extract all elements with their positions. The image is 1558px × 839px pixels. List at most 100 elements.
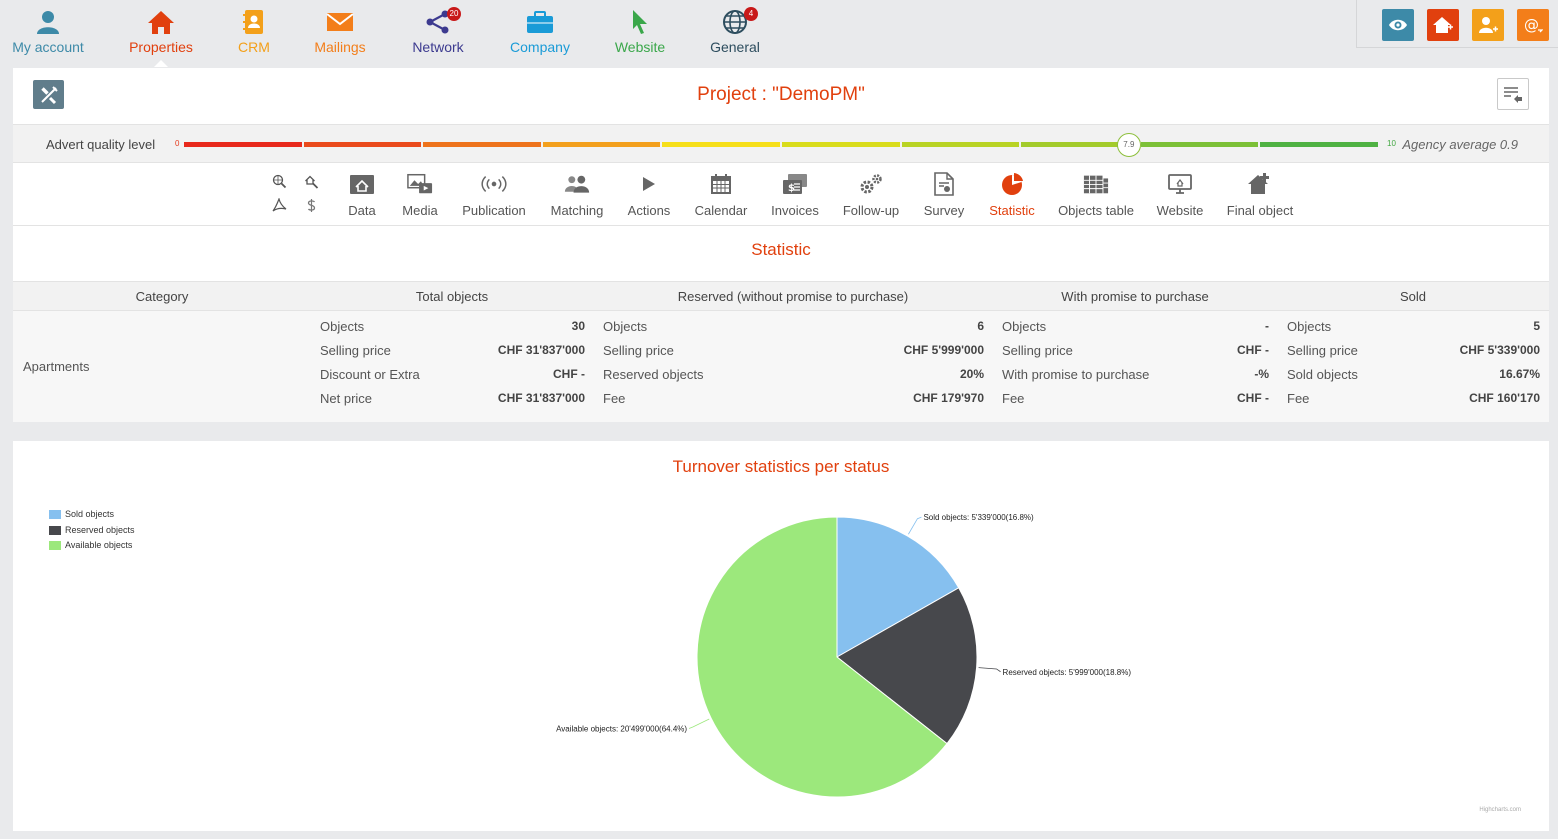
new-mail-button[interactable]: @ bbox=[1517, 9, 1549, 41]
svg-text:$: $ bbox=[788, 183, 795, 194]
nav-item-crm[interactable]: CRM bbox=[204, 0, 304, 66]
notification-badge: 4 bbox=[744, 7, 758, 21]
legend-item-available-objects[interactable]: Available objects bbox=[49, 540, 135, 556]
tab-calendar[interactable]: Calendar bbox=[676, 163, 766, 226]
new-mail-icon: @ bbox=[1523, 16, 1543, 34]
tab-publication[interactable]: Publication bbox=[449, 163, 539, 226]
legend-label: Available objects bbox=[65, 540, 133, 550]
quality-scale bbox=[184, 142, 1380, 147]
nav-item-website[interactable]: Website bbox=[590, 0, 690, 66]
search-globe-icon[interactable] bbox=[271, 173, 287, 189]
project-title: Project : "DemoPM" bbox=[697, 84, 865, 105]
stat-row: Selling price CHF 31'837'000 bbox=[320, 343, 585, 367]
pie-slice-available-objects[interactable] bbox=[696, 516, 948, 798]
quality-segment bbox=[1140, 142, 1259, 147]
pdf-icon[interactable] bbox=[271, 197, 287, 213]
nav-item-properties[interactable]: Properties bbox=[111, 0, 211, 67]
tab-survey[interactable]: Survey bbox=[899, 163, 989, 226]
stat-key: Selling price bbox=[320, 343, 391, 358]
stat-value: CHF 179'970 bbox=[913, 391, 984, 405]
stat-value: CHF 31'837'000 bbox=[497, 343, 585, 357]
pie-slice-reserved-objects[interactable] bbox=[836, 587, 978, 745]
legend-item-sold-objects[interactable]: Sold objects bbox=[49, 509, 135, 525]
header-sold: Sold bbox=[1399, 289, 1427, 304]
stat-row: Discount or Extra CHF - bbox=[320, 367, 585, 391]
stat-key: Sold objects bbox=[1287, 367, 1358, 382]
stat-column-2: Objects - Selling price CHF - With promise… bbox=[1002, 319, 1269, 415]
user-icon bbox=[33, 7, 63, 37]
header-reserved: Reserved (without promise to purchase) bbox=[677, 289, 909, 304]
stat-key: Net price bbox=[320, 391, 373, 406]
stat-value: CHF 31'837'000 bbox=[497, 391, 585, 405]
stat-key: Selling price bbox=[1002, 343, 1073, 358]
tab-media[interactable]: Media bbox=[375, 163, 465, 226]
tab-objects-table[interactable]: Objects table bbox=[1051, 163, 1141, 226]
legend-item-reserved-objects[interactable]: Reserved objects bbox=[49, 525, 135, 541]
add-contact-button[interactable] bbox=[1472, 9, 1504, 41]
stat-key: Objects bbox=[603, 319, 648, 334]
tab-label: Publication bbox=[462, 203, 526, 218]
stat-key: Objects bbox=[320, 319, 365, 334]
statistic-table-header: Category Total objects Reserved (without… bbox=[13, 281, 1549, 311]
quality-segment bbox=[423, 142, 541, 147]
chart-credits[interactable]: Highcharts.com bbox=[1479, 807, 1521, 813]
tab-actions[interactable]: Actions bbox=[604, 163, 694, 226]
stat-row: Selling price CHF 5'999'000 bbox=[603, 343, 984, 367]
legend-label: Reserved objects bbox=[65, 524, 135, 535]
quality-segment bbox=[1021, 142, 1139, 147]
stat-column-3: Objects 5 Selling price CHF 5'339'000 Sold… bbox=[1287, 319, 1540, 415]
data-icon bbox=[349, 171, 375, 197]
tab-matching[interactable]: Matching bbox=[532, 163, 622, 226]
stat-row: Selling price CHF 5'339'000 bbox=[1287, 343, 1540, 367]
tab-final-object[interactable]: Final object bbox=[1215, 163, 1305, 226]
tab-label: Calendar bbox=[694, 203, 748, 218]
turnover-pie-chart: Sold objects: 5'339'000(16.8%) Reserved o… bbox=[556, 513, 1131, 798]
pie-connector bbox=[978, 667, 1001, 673]
eye-button[interactable] bbox=[1382, 9, 1414, 41]
pie-connector bbox=[688, 718, 710, 729]
header-category: Category bbox=[135, 289, 189, 304]
tab-invoices[interactable]: $ Invoices bbox=[750, 163, 840, 226]
nav-label: Mailings bbox=[314, 39, 366, 55]
nav-item-mailings[interactable]: Mailings bbox=[290, 0, 390, 66]
stat-key: Discount or Extra bbox=[320, 367, 420, 382]
tab-statistic[interactable]: Statistic bbox=[967, 163, 1057, 226]
nav-item-general[interactable]: 4 General bbox=[685, 0, 785, 66]
tab-data[interactable]: Data bbox=[317, 163, 407, 226]
quality-segment bbox=[542, 142, 661, 147]
quality-max: 10 bbox=[1387, 139, 1396, 148]
search-house-icon[interactable] bbox=[303, 173, 319, 189]
stat-column-1: Objects 6 Selling price CHF 5'999'000 Rese… bbox=[603, 319, 984, 415]
tools-button[interactable] bbox=[33, 80, 64, 109]
share-icon: 20 bbox=[423, 7, 461, 37]
nav-label: Website bbox=[614, 39, 666, 55]
mini-action-icons bbox=[271, 173, 321, 217]
back-to-list-button[interactable] bbox=[1497, 78, 1529, 110]
nav-item-my-account[interactable]: My account bbox=[0, 0, 98, 66]
stat-row: Reserved objects 20% bbox=[603, 367, 984, 391]
dollar-icon[interactable] bbox=[303, 197, 319, 213]
nav-item-company[interactable]: Company bbox=[490, 0, 590, 66]
pie-connector bbox=[908, 516, 922, 535]
main-navigation: My account Properties CRM Mailings 20 Net… bbox=[0, 0, 1558, 67]
objects-table-icon bbox=[1083, 171, 1109, 197]
quality-min: 0 bbox=[175, 139, 180, 148]
stat-value: CHF - bbox=[1237, 343, 1269, 357]
quality-segment bbox=[303, 142, 422, 147]
tab-follow-up[interactable]: Follow-up bbox=[826, 163, 916, 226]
stat-value: CHF - bbox=[1237, 391, 1269, 405]
agency-average: Agency average 0.9 bbox=[1402, 137, 1518, 152]
add-property-button[interactable] bbox=[1427, 9, 1459, 41]
tab-label: Survey bbox=[923, 203, 965, 218]
stat-value: CHF 160'170 bbox=[1469, 391, 1540, 405]
pie-slice-sold-objects[interactable] bbox=[836, 516, 960, 658]
stat-row: Objects - bbox=[1002, 319, 1269, 343]
tab-website[interactable]: Website bbox=[1135, 163, 1225, 226]
publication-icon bbox=[481, 171, 507, 197]
nav-item-network[interactable]: 20 Network bbox=[388, 0, 488, 66]
stat-value: 5 bbox=[1533, 319, 1540, 333]
gears-icon bbox=[858, 171, 884, 197]
pie-data-label: Sold objects: 5'339'000(16.8%) bbox=[923, 513, 1034, 522]
stat-key: Selling price bbox=[1287, 343, 1358, 358]
project-header: Project : "DemoPM" bbox=[13, 68, 1549, 124]
